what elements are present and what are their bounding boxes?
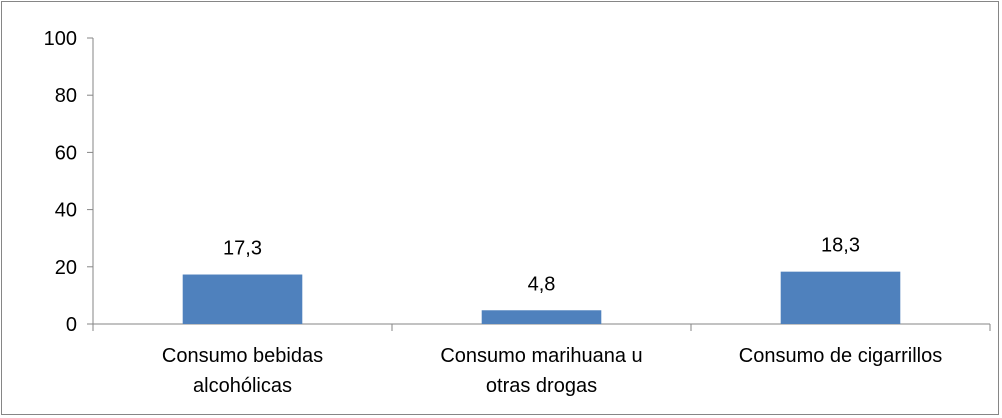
bar-0	[182, 274, 303, 324]
y-tick-label-1: 20	[55, 257, 77, 279]
category-label-0: Consumo bebidas alcohólicas	[162, 345, 323, 397]
y-tick-label-4: 80	[55, 85, 77, 107]
category-label-0-line-1: alcohólicas	[193, 375, 292, 397]
category-label-1-line-1: otras drogas	[486, 375, 597, 397]
y-tick-label-0: 0	[66, 314, 77, 336]
category-label-2-line-0: Consumo de cigarrillos	[739, 345, 942, 367]
category-label-1-line-0: Consumo marihuana u	[440, 345, 642, 367]
category-label-1: Consumo marihuana u otras drogas	[440, 345, 642, 397]
bar-2	[780, 271, 901, 324]
data-label-0: 17,3	[223, 238, 262, 260]
y-tick-label-3: 60	[55, 142, 77, 164]
data-label-2: 18,3	[821, 235, 860, 257]
bar-1	[481, 310, 602, 324]
data-label-1: 4,8	[528, 273, 556, 295]
y-tick-label-2: 40	[55, 200, 77, 222]
category-label-2: Consumo de cigarrillos	[739, 345, 942, 367]
category-label-0-line-0: Consumo bebidas	[162, 345, 323, 367]
y-tick-label-5: 100	[44, 28, 77, 50]
